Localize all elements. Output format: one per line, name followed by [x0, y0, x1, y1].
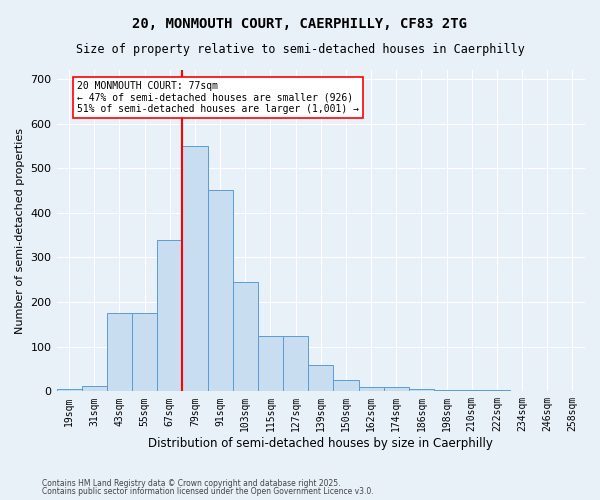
Bar — [258, 336, 283, 392]
Bar — [182, 146, 208, 392]
Bar — [359, 387, 383, 392]
Bar — [107, 313, 132, 392]
X-axis label: Distribution of semi-detached houses by size in Caerphilly: Distribution of semi-detached houses by … — [148, 437, 493, 450]
Text: Contains HM Land Registry data © Crown copyright and database right 2025.: Contains HM Land Registry data © Crown c… — [42, 478, 341, 488]
Bar — [233, 282, 258, 392]
Text: 20, MONMOUTH COURT, CAERPHILLY, CF83 2TG: 20, MONMOUTH COURT, CAERPHILLY, CF83 2TG — [133, 18, 467, 32]
Text: 20 MONMOUTH COURT: 77sqm
← 47% of semi-detached houses are smaller (926)
51% of : 20 MONMOUTH COURT: 77sqm ← 47% of semi-d… — [77, 81, 359, 114]
Bar — [459, 390, 484, 392]
Bar — [283, 336, 308, 392]
Text: Contains public sector information licensed under the Open Government Licence v3: Contains public sector information licen… — [42, 487, 374, 496]
Bar — [383, 387, 409, 392]
Bar — [208, 190, 233, 392]
Bar — [409, 389, 434, 392]
Bar — [132, 313, 157, 392]
Text: Size of property relative to semi-detached houses in Caerphilly: Size of property relative to semi-detach… — [76, 42, 524, 56]
Y-axis label: Number of semi-detached properties: Number of semi-detached properties — [15, 128, 25, 334]
Bar — [157, 240, 182, 392]
Bar — [82, 386, 107, 392]
Bar — [308, 364, 334, 392]
Bar — [56, 389, 82, 392]
Bar — [484, 390, 509, 392]
Bar — [434, 390, 459, 392]
Bar — [334, 380, 359, 392]
